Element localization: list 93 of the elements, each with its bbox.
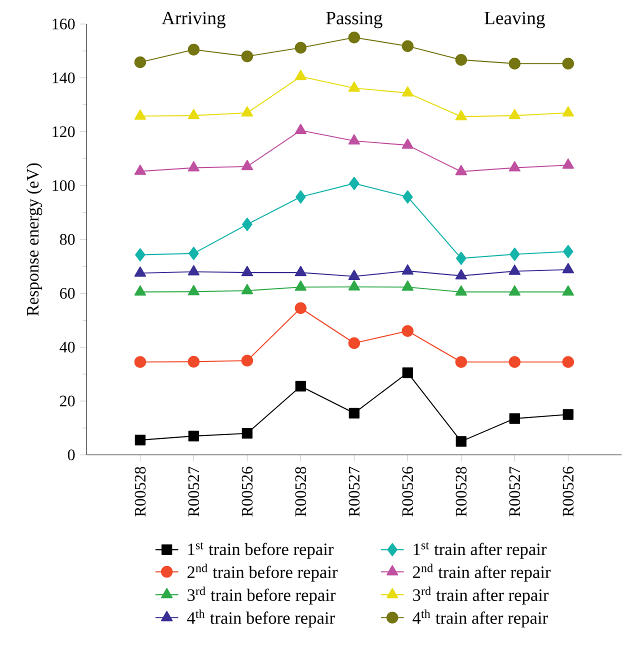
- point: [402, 325, 414, 337]
- y-tick-label: 60: [60, 288, 75, 299]
- point: [134, 285, 146, 296]
- point: [402, 190, 413, 204]
- point: [402, 280, 414, 291]
- point: [508, 108, 520, 120]
- point: [241, 160, 253, 170]
- point: [134, 164, 146, 175]
- point: [508, 356, 520, 368]
- point: [134, 266, 146, 277]
- point: [348, 337, 360, 350]
- point: [188, 430, 199, 442]
- point: [348, 81, 360, 92]
- x-tick-label: R00528: [295, 466, 306, 517]
- point: [241, 266, 253, 276]
- legend-label: 4$^{th}$ train before repair: [186, 609, 335, 628]
- point: [455, 356, 467, 368]
- point: [508, 161, 520, 172]
- point: [455, 285, 467, 296]
- point: [508, 285, 520, 296]
- annotation: Passing: [326, 12, 382, 28]
- point: [456, 252, 466, 265]
- point: [295, 190, 306, 204]
- point: [402, 86, 414, 97]
- point: [562, 409, 574, 420]
- point: [348, 408, 360, 418]
- point: [188, 108, 200, 120]
- point: [508, 264, 520, 275]
- legend-label: 3$^{rd}$ train before repair: [187, 586, 336, 604]
- point: [242, 218, 252, 232]
- point: [562, 262, 574, 274]
- x-tick-label: R00527: [348, 466, 360, 517]
- point: [241, 284, 253, 294]
- point: [134, 356, 146, 368]
- legend-label: 3$^{rd}$ train after repair: [412, 586, 548, 604]
- y-tick-label: 40: [59, 342, 75, 353]
- point: [188, 285, 200, 296]
- point: [348, 270, 360, 280]
- point: [294, 70, 306, 80]
- annotation: Leaving: [484, 12, 545, 28]
- point: [134, 109, 146, 120]
- point: [295, 380, 306, 392]
- point: [242, 428, 252, 439]
- annotation: Arriving: [162, 12, 226, 28]
- point: [562, 158, 574, 169]
- point: [562, 356, 574, 368]
- point: [562, 244, 574, 258]
- point: [188, 265, 200, 276]
- y-axis-title: Response energy (eV): [26, 163, 42, 316]
- point: [294, 302, 306, 314]
- point: [562, 285, 574, 296]
- point: [455, 269, 467, 280]
- point: [294, 124, 306, 134]
- point: [348, 176, 360, 190]
- y-tick-label: 100: [52, 180, 75, 191]
- x-tick-label: R00528: [134, 466, 146, 517]
- point: [509, 413, 520, 424]
- point: [188, 161, 200, 172]
- x-tick-label: R00526: [242, 466, 252, 517]
- point: [134, 434, 146, 446]
- legend-label: 2$^{nd}$ train after repair: [412, 564, 550, 582]
- x-tick-label: R00527: [188, 466, 199, 517]
- point: [241, 106, 253, 116]
- point: [241, 354, 253, 367]
- point: [562, 106, 574, 116]
- point: [188, 356, 200, 368]
- point: [402, 264, 414, 275]
- point: [188, 246, 199, 260]
- legend-label: 2$^{nd}$ train before repair: [187, 564, 338, 582]
- y-tick-label: 0: [68, 449, 75, 460]
- x-tick-label: R00528: [456, 466, 466, 517]
- point: [348, 280, 360, 290]
- legend-label: 1$^{st}$ train after repair: [414, 542, 546, 559]
- point: [455, 164, 467, 176]
- y-tick-label: 140: [52, 72, 75, 84]
- point: [294, 266, 306, 276]
- point: [294, 280, 306, 291]
- legend-label: 1$^{st}$ train before repair: [188, 542, 334, 559]
- point: [402, 367, 413, 378]
- x-tick-label: R00526: [402, 466, 413, 517]
- point: [134, 248, 146, 262]
- point: [348, 134, 360, 144]
- y-tick-label: 120: [52, 126, 75, 138]
- point: [455, 110, 467, 120]
- point: [509, 248, 520, 261]
- legend-label: 4$^{th}$ train after repair: [412, 609, 548, 628]
- y-tick-label: 20: [60, 396, 75, 406]
- point: [402, 138, 414, 149]
- y-tick-label: 160: [52, 18, 75, 30]
- point: [456, 436, 466, 447]
- y-tick-label: 80: [60, 234, 75, 245]
- x-tick-label: R00526: [562, 466, 574, 517]
- x-tick-label: R00527: [509, 466, 520, 517]
